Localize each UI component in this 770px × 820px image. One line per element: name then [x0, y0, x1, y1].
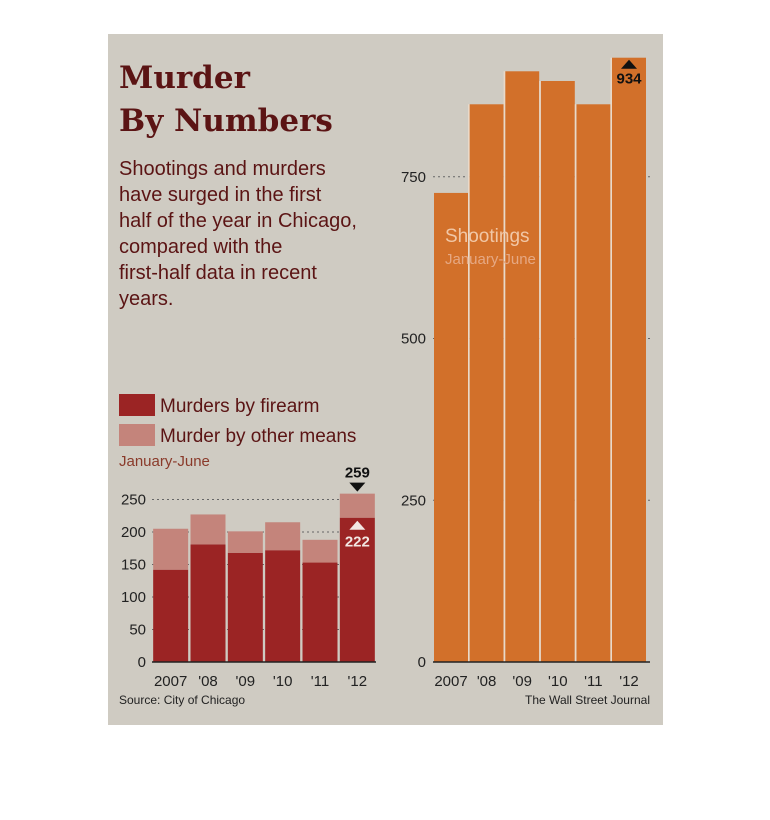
right-x-tick-label: '08: [477, 673, 497, 690]
bar-shootings: [612, 57, 646, 662]
left-x-tick-label: '08: [198, 673, 218, 690]
shootings-chart: 0 250 500 750 2007 '08 '09 '10 '11 '12 934: [401, 57, 650, 690]
description-line-6: years.: [119, 288, 173, 310]
bar-other: [339, 493, 375, 518]
right-y-tick-label: 750: [401, 169, 426, 186]
legend-swatch-firearm: [119, 394, 155, 416]
left-chart-subtitle: January-June: [119, 453, 210, 470]
right-y-tick-label: 500: [401, 331, 426, 348]
infographic-svg: Murder By Numbers Shootings and murders …: [119, 57, 650, 707]
left-y-tick-label: 150: [121, 557, 146, 574]
description-line-3: half of the year in Chicago,: [119, 210, 357, 232]
left-x-tick-label: '12: [348, 673, 368, 690]
legend-label-other: Murder by other means: [160, 426, 356, 447]
legend-swatch-other: [119, 424, 155, 446]
left-x-tick-label: '10: [273, 673, 293, 690]
bar-other: [153, 528, 189, 570]
bar-shootings: [576, 104, 611, 662]
bar-shootings: [434, 192, 468, 663]
callout-259-label: 259: [345, 465, 370, 482]
right-x-tick-label: 2007: [434, 673, 467, 690]
left-x-tick-label: '11: [311, 673, 329, 690]
description-line-5: first-half data in recent: [119, 262, 317, 284]
callout-259-arrow: [349, 482, 366, 492]
description-line-1: Shootings and murders: [119, 158, 326, 180]
left-y-tick-label: 100: [121, 589, 146, 606]
bar-firearm: [339, 517, 375, 662]
left-y-tick-label: 50: [129, 622, 146, 639]
left-y-tick-label: 200: [121, 524, 146, 541]
right-y-tick-label: 0: [418, 654, 426, 671]
bar-shootings: [469, 104, 504, 662]
bar-other: [302, 539, 338, 563]
left-x-tick-label: 2007: [154, 673, 187, 690]
bar-shootings: [540, 80, 575, 662]
bar-firearm: [190, 544, 226, 662]
shootings-subtitle: January-June: [445, 251, 536, 268]
bar-other: [190, 514, 226, 545]
title-line-1: Murder: [119, 60, 251, 96]
bar-firearm: [153, 569, 189, 662]
left-x-tick-label: '09: [236, 673, 256, 690]
legend-label-firearm: Murders by firearm: [160, 396, 319, 417]
infographic-panel: Murder By Numbers Shootings and murders …: [108, 34, 663, 725]
bar-firearm: [265, 550, 301, 662]
bar-firearm: [227, 552, 263, 662]
bar-shootings: [505, 71, 540, 662]
bar-other: [265, 522, 301, 551]
callout-934-arrow: [621, 59, 637, 69]
left-y-tick-label: 0: [138, 654, 146, 671]
murders-chart: 0 50 100 150 200 250 2007 '08 '09 '10 '11 '12 259 222: [121, 465, 376, 690]
left-y-tick-label: 250: [121, 492, 146, 509]
source-note: Source: City of Chicago: [119, 693, 245, 707]
right-x-tick-label: '10: [548, 673, 568, 690]
callout-222-arrow: [349, 520, 366, 530]
credit-note: The Wall Street Journal: [525, 693, 650, 707]
callout-934-label: 934: [616, 71, 642, 88]
right-x-tick-label: '11: [584, 673, 602, 690]
right-x-tick-label: '12: [619, 673, 639, 690]
bar-firearm: [302, 562, 338, 662]
right-y-tick-label: 250: [401, 492, 426, 509]
title-line-2: By Numbers: [119, 103, 333, 139]
description-line-2: have surged in the first: [119, 184, 322, 206]
bar-other: [227, 531, 263, 553]
description-line-4: compared with the: [119, 236, 282, 258]
right-x-tick-label: '09: [512, 673, 532, 690]
shootings-label: Shootings: [445, 226, 530, 247]
callout-222-label: 222: [345, 534, 370, 551]
